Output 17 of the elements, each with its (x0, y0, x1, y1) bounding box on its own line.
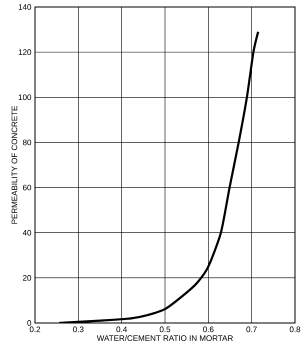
y-tick-label: 140 (18, 4, 32, 10)
y-tick-label: 100 (18, 94, 32, 100)
x-tick-label: 0.4 (116, 326, 127, 332)
x-tick-label: 0.5 (160, 326, 170, 332)
x-tick-label: 0.7 (246, 326, 257, 332)
y-tick-label: 20 (22, 275, 32, 281)
y-tick-label: 80 (22, 140, 32, 146)
y-axis-title: PERMEABILITY OF CONCRETE (12, 106, 18, 224)
y-tick-label: 0 (27, 320, 32, 326)
y-tick-label: 60 (22, 184, 32, 190)
y-tick-label: 40 (22, 230, 32, 236)
x-axis-title: WATER/CEMENT RATIO IN MORTAR (96, 335, 233, 341)
x-tick-label: 0.2 (30, 326, 40, 332)
x-tick-label: 0.3 (73, 326, 84, 332)
x-tick-label: 0.8 (290, 326, 300, 332)
x-tick-label: 0.6 (203, 326, 214, 332)
y-tick-label: 120 (18, 49, 32, 55)
